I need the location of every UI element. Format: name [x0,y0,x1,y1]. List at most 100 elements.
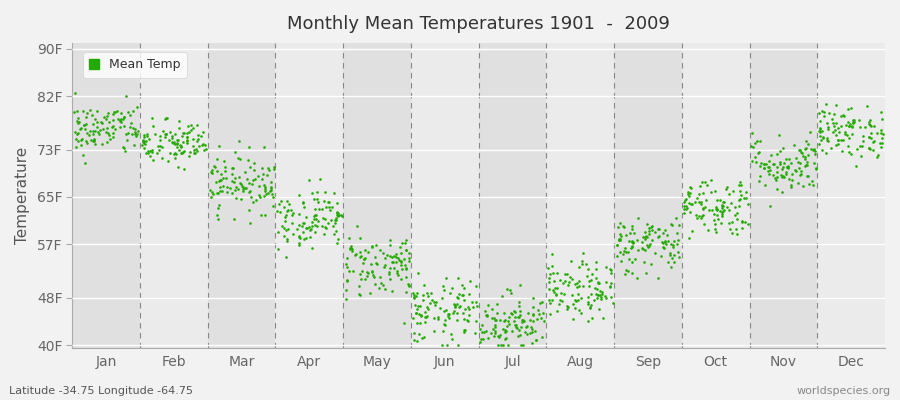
Point [204,189,219,195]
Point [635,246,650,252]
Point [346,268,361,274]
Point [130,130,144,137]
Point [324,217,338,224]
Point [382,253,397,259]
Point [346,248,360,254]
Point [150,150,165,157]
Point [566,301,580,308]
Point [462,306,476,312]
Point [218,164,232,170]
Point [531,307,545,313]
Point [842,122,856,129]
Point [372,284,386,291]
Point [158,114,173,121]
Point [235,187,249,194]
Point [798,163,813,170]
Point [491,333,505,339]
Point [158,131,173,137]
Point [542,274,556,281]
Point [183,149,197,155]
Point [772,161,787,167]
Point [196,141,211,147]
Point [847,118,861,125]
Point [840,132,854,138]
Point [263,188,277,195]
Point [266,203,280,209]
Point [252,192,266,198]
Point [816,109,831,115]
Point [526,295,540,301]
Point [352,282,366,289]
Point [864,130,878,136]
Point [77,126,92,132]
Point [510,333,525,339]
Point [447,302,462,308]
Point [280,238,294,244]
Point [329,208,344,215]
Point [862,145,877,151]
Point [220,184,234,190]
Point [717,207,732,214]
Point [195,142,210,149]
Point [696,212,710,219]
Point [130,103,144,110]
Point [86,137,101,144]
Point [713,208,727,214]
Point [256,192,271,199]
Point [828,120,842,126]
Point [836,137,850,144]
Point [785,177,799,183]
Point [241,189,256,195]
Point [613,249,627,255]
Point [800,158,814,165]
Point [279,254,293,260]
Point [382,236,397,243]
Point [90,118,104,125]
Point [474,336,489,342]
Point [310,196,324,202]
Point [167,141,182,147]
Point [821,124,835,130]
Point [793,160,807,166]
Point [156,128,170,134]
Point [746,143,760,150]
Point [504,311,518,317]
Point [176,139,190,145]
Point [284,220,299,226]
Point [845,117,859,124]
Point [441,312,455,319]
Point [428,299,442,306]
Point [814,128,829,134]
Point [827,127,842,134]
Point [126,108,140,114]
Point [402,258,417,264]
Point [617,245,632,251]
Point [286,210,301,216]
Point [561,304,575,310]
Point [444,331,458,337]
Point [658,238,672,244]
Point [270,208,284,214]
Point [329,240,344,246]
Point [806,147,820,154]
Point [502,321,517,328]
Point [220,189,234,195]
Point [264,187,278,194]
Point [394,276,409,282]
Point [842,135,857,142]
Point [751,150,765,156]
Point [599,279,614,285]
Point [400,281,415,287]
Point [508,322,523,328]
Point [390,268,404,274]
Point [620,268,634,275]
Point [801,141,815,147]
Point [812,141,826,148]
Point [155,155,169,162]
Point [410,270,425,276]
Point [382,269,396,275]
Point [609,253,624,260]
Point [74,137,88,143]
Point [627,256,642,262]
Point [140,138,154,144]
